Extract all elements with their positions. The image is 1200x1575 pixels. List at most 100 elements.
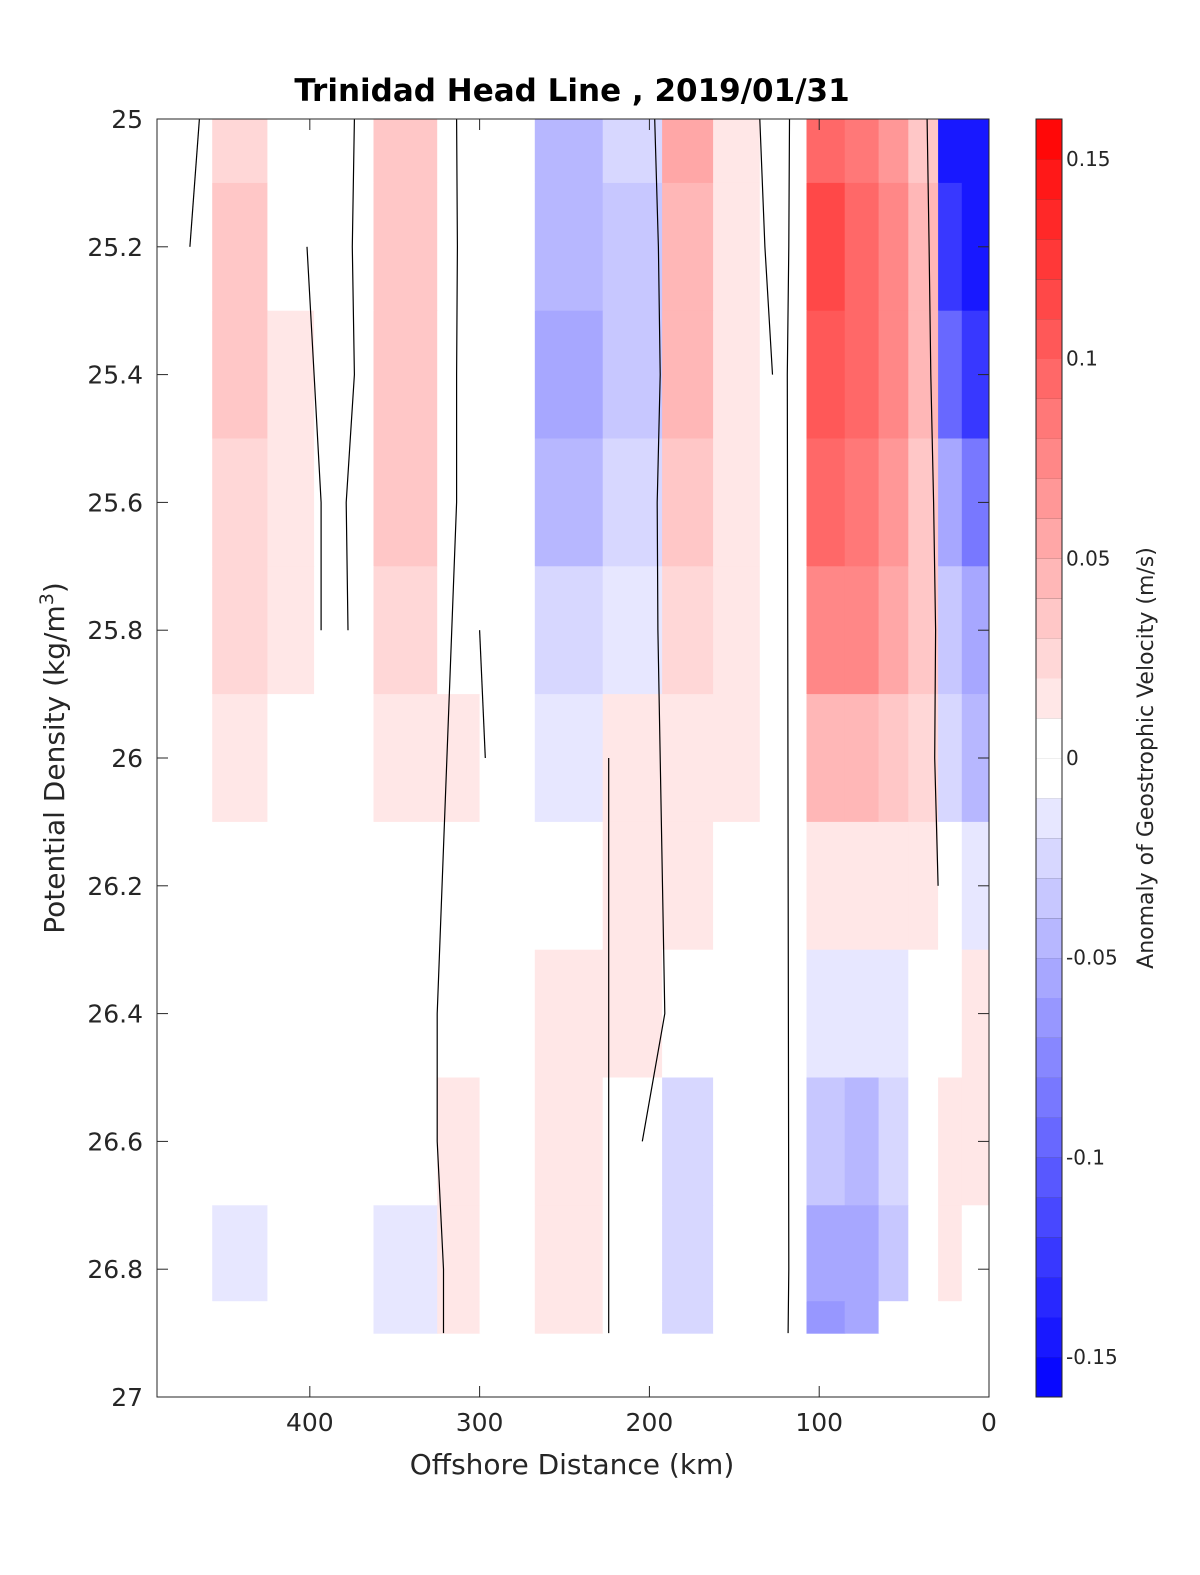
heatmap-cell: [267, 1077, 315, 1206]
heatmap-cell: [479, 310, 536, 440]
heatmap-cell: [534, 182, 604, 312]
heatmap-cell: [759, 566, 808, 695]
heatmap-cell: [212, 1077, 268, 1206]
heatmap-cell: [373, 694, 438, 823]
heatmap-cell: [662, 566, 714, 695]
heatmap-cell: [373, 1077, 438, 1206]
y-tick-label: 26.2: [87, 872, 143, 901]
heatmap-cell: [878, 821, 909, 951]
heatmap-cell: [479, 1077, 536, 1206]
heatmap-cell: [878, 182, 909, 312]
heatmap-cell: [373, 566, 438, 695]
heatmap-cell: [662, 694, 714, 823]
colorbar-tick-label: 0: [1066, 746, 1079, 770]
heatmap-cell: [534, 1301, 604, 1334]
colorbar-swatch: [1036, 238, 1062, 280]
chart-title: Trinidad Head Line , 2019/01/31: [294, 73, 849, 109]
heatmap-cell: [602, 694, 663, 823]
y-axis: 25 25.2 25.4 25.6 25.8 26 26.2 26.4 26.6 26.8 27: [87, 105, 989, 1412]
zero-contour-line: [786, 119, 791, 1334]
heatmap-cell: [534, 1077, 604, 1206]
heatmap-cell: [373, 119, 438, 184]
heatmap-cell: [602, 1301, 663, 1334]
heatmap-cell: [844, 182, 880, 312]
heatmap-cell: [212, 438, 268, 567]
colorbar-swatch: [1036, 598, 1062, 639]
heatmap-cell: [157, 119, 213, 184]
heatmap-cell: [759, 694, 808, 823]
heatmap-cell: [662, 310, 714, 440]
heatmap-cell: [662, 119, 714, 184]
heatmap-cell: [938, 821, 963, 951]
heatmap-cell: [878, 694, 909, 823]
colorbar-swatch: [1036, 1117, 1062, 1158]
heatmap-cell: [844, 694, 880, 823]
y-tick-label: 27: [111, 1383, 143, 1412]
y-tick-label: 26.8: [87, 1255, 143, 1284]
heatmap-cell: [938, 310, 963, 440]
zero-contour-line: [306, 246, 322, 631]
heatmap-cell: [908, 1301, 939, 1334]
x-axis: 400 300 200 100 0: [286, 119, 997, 1437]
heatmap-cell: [878, 1077, 909, 1206]
heatmap-cell: [212, 566, 268, 695]
y-tick-label: 25.8: [87, 616, 143, 645]
heatmap-cell: [602, 438, 663, 567]
colorbar-swatch: [1036, 558, 1062, 599]
x-tick-label: 0: [981, 1408, 997, 1437]
heatmap-cell: [314, 566, 375, 695]
heatmap-cell: [479, 438, 536, 567]
heatmap-cell: [602, 821, 663, 951]
heatmap-cell: [878, 119, 909, 184]
heatmap-cell: [662, 1301, 714, 1334]
colorbar-swatch: [1036, 837, 1062, 879]
colorbar-swatch: [1036, 119, 1062, 160]
heatmap-cell: [878, 1301, 909, 1334]
heatmap-cell: [961, 1205, 989, 1302]
heatmap-cell: [908, 182, 939, 312]
heatmap-cell: [878, 566, 909, 695]
heatmap-cell: [938, 694, 963, 823]
colorbar-swatch: [1036, 1077, 1062, 1118]
y-axis-label-superscript: 3: [36, 593, 58, 605]
heatmap-cell: [534, 1205, 604, 1302]
heatmap-cell: [713, 182, 761, 312]
heatmap-cell: [713, 949, 761, 1079]
heatmap-cell: [844, 949, 880, 1079]
heatmap-cell: [806, 182, 846, 312]
heatmap-cell: [759, 949, 808, 1079]
zero-contour-line: [436, 119, 459, 1334]
y-tick-label: 25.2: [87, 233, 143, 262]
x-axis-label: Offshore Distance (km): [410, 1448, 735, 1481]
heatmap-cell: [938, 119, 963, 184]
heatmap-cell: [662, 1205, 714, 1302]
heatmap-cell: [806, 566, 846, 695]
y-axis-label-main: Potential Density (kg/m: [38, 605, 71, 934]
heatmap-cell: [479, 119, 536, 184]
heatmap-cell: [157, 1205, 213, 1302]
zero-contour-line: [345, 119, 356, 631]
x-tick-label: 300: [456, 1408, 504, 1437]
heatmap-cell: [267, 1205, 315, 1302]
heatmap-cell: [806, 1205, 846, 1302]
heatmap-cell: [373, 821, 438, 951]
heatmap-cell: [908, 566, 939, 695]
heatmap-cell: [437, 119, 481, 184]
heatmap-cell: [267, 821, 315, 951]
heatmap-cell: [938, 949, 963, 1079]
heatmap-cell: [878, 310, 909, 440]
heatmap-cell: [806, 1301, 846, 1334]
heatmap-cell: [713, 310, 761, 440]
heatmap-cell: [713, 1205, 761, 1302]
heatmap-cell: [479, 1205, 536, 1302]
heatmap-cell: [759, 1205, 808, 1302]
colorbar-swatch: [1036, 1317, 1062, 1358]
heatmap-cell: [437, 949, 481, 1079]
plot-area: [157, 119, 989, 1334]
heatmap-cell: [759, 119, 808, 184]
colorbar-swatch: [1036, 797, 1062, 839]
heatmap-cell: [157, 1301, 213, 1334]
heatmap-cell: [759, 438, 808, 567]
heatmap-cell: [267, 438, 315, 567]
